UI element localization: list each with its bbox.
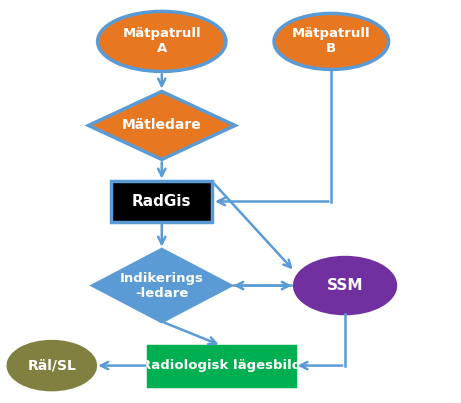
Text: Mätpatrull
B: Mätpatrull B <box>292 27 371 55</box>
Text: Mätpatrull
A: Mätpatrull A <box>123 27 201 55</box>
Ellipse shape <box>295 258 396 314</box>
FancyBboxPatch shape <box>112 181 212 222</box>
FancyBboxPatch shape <box>148 346 295 386</box>
Text: RadGis: RadGis <box>132 194 191 209</box>
Ellipse shape <box>274 13 389 69</box>
Text: SSM: SSM <box>327 278 363 293</box>
Ellipse shape <box>98 11 226 71</box>
Polygon shape <box>93 249 230 322</box>
Text: Räl/SL: Räl/SL <box>27 359 76 373</box>
Text: Indikerings
-ledare: Indikerings -ledare <box>120 272 204 299</box>
Polygon shape <box>89 91 235 160</box>
Text: Radiologisk lägesbild: Radiologisk lägesbild <box>141 359 301 372</box>
Ellipse shape <box>8 342 95 390</box>
Text: Mätledare: Mätledare <box>122 118 201 133</box>
